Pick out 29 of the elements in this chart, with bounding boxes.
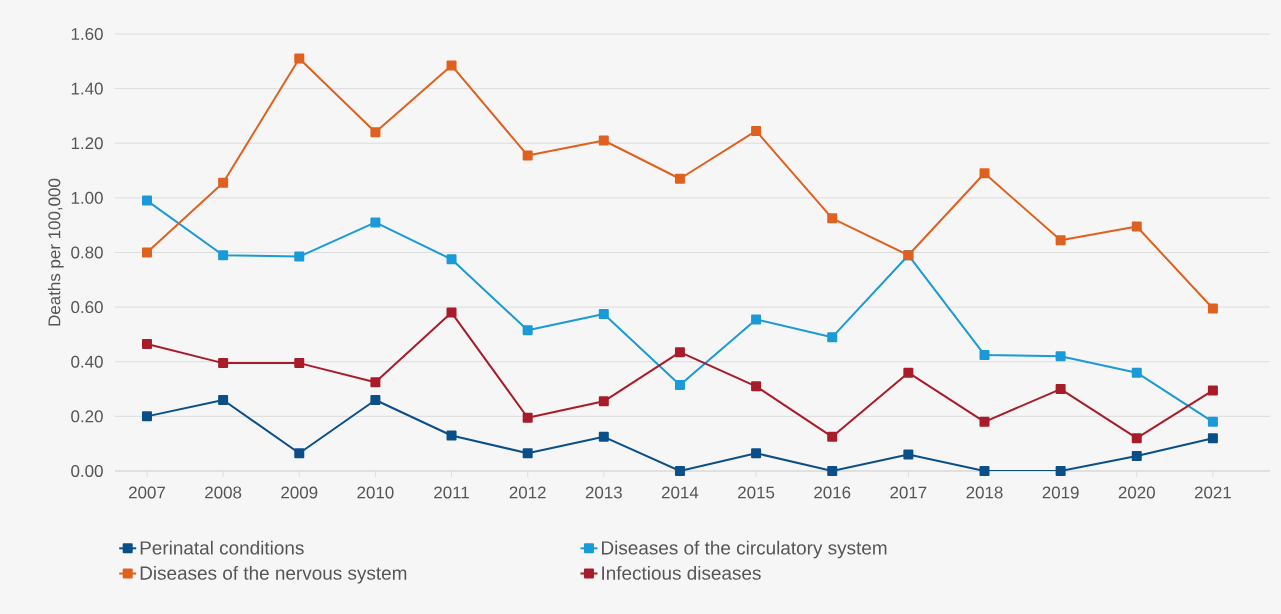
x-tick-label: 2011 bbox=[434, 486, 469, 499]
x-tick-label: 2012 bbox=[509, 486, 546, 499]
x-tick-label: 2009 bbox=[281, 486, 318, 499]
legend-label: Perinatal conditions bbox=[140, 540, 304, 555]
y-tick-label: 1.20 bbox=[71, 137, 103, 150]
y-tick-label: 0.40 bbox=[71, 355, 103, 368]
x-tick-label: 2013 bbox=[585, 486, 622, 499]
y-tick-label: 0.00 bbox=[71, 464, 103, 477]
x-tick-label: 2018 bbox=[966, 486, 1003, 499]
legend-label: Diseases of the nervous system bbox=[140, 565, 407, 584]
y-tick-label: 1.60 bbox=[71, 27, 103, 40]
x-tick-label: 2014 bbox=[661, 486, 699, 499]
x-tick-label: 2016 bbox=[814, 486, 851, 499]
y-tick-label: 0.20 bbox=[71, 410, 103, 423]
legend-label: Infectious diseases bbox=[602, 565, 761, 580]
x-tick-label: 2020 bbox=[1118, 486, 1155, 499]
legend-label: Diseases of the circulatory system bbox=[602, 540, 887, 559]
y-tick-label: 1.40 bbox=[71, 82, 103, 95]
y-axis-title: Deaths per 100,000 bbox=[47, 178, 64, 326]
x-tick-label: 2017 bbox=[890, 486, 927, 499]
x-tick-label: 2021 bbox=[1194, 486, 1231, 499]
y-tick-label: 1.00 bbox=[71, 191, 103, 204]
x-tick-label: 2015 bbox=[738, 486, 775, 499]
x-tick-label: 2007 bbox=[129, 486, 165, 499]
x-tick-label: 2019 bbox=[1042, 486, 1079, 499]
x-tick-label: 2008 bbox=[205, 486, 242, 499]
y-tick-label: 0.80 bbox=[71, 246, 103, 259]
y-tick-label: 0.60 bbox=[71, 301, 103, 314]
x-tick-label: 2010 bbox=[357, 486, 394, 499]
